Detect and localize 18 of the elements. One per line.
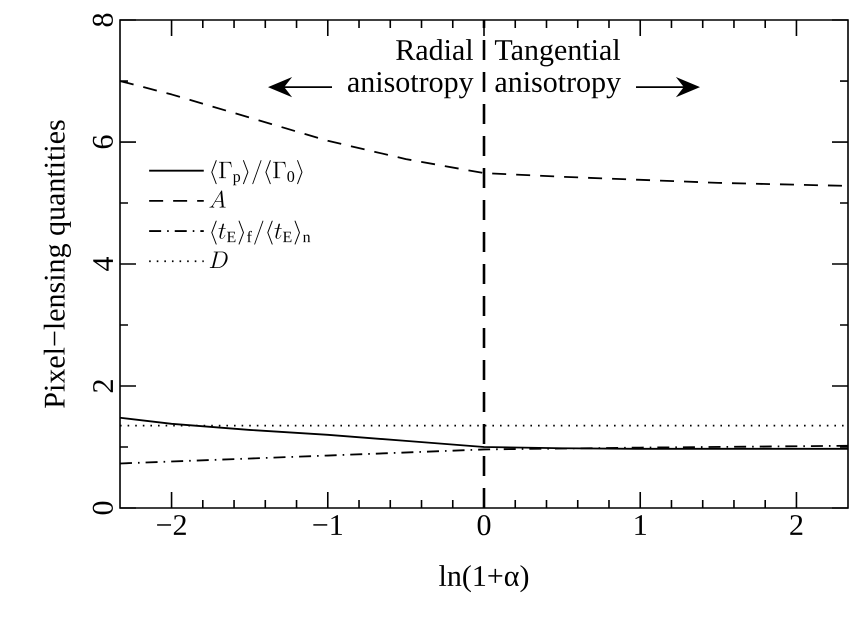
y-tick-label: 4	[93, 256, 113, 271]
annotation: Tangential anisotropy	[494, 39, 621, 98]
legend-label: $A$	[209, 190, 226, 208]
y-axis-title: Pixel−lensing quantities	[44, 120, 71, 408]
x-tick-label: −1	[313, 515, 342, 535]
y-tick-label: 6	[92, 135, 113, 148]
legend-label: $\langle\Gamma_{\mathrm{p}}\rangle/\langle\Gamma_{\mathrm{0}}\rangle$	[211, 160, 302, 186]
annotation: Radial anisotropy	[348, 39, 474, 98]
x-tick-label: 1	[635, 515, 646, 535]
x-tick-label: 2	[790, 515, 802, 535]
legend-label: $D$	[210, 252, 228, 268]
legend-label: $\langle t_{\mathrm{E}}\rangle_{\mathrm{f}}/\langle t_{\mathrm{E}}\rangle_{\mathrm{n}}$	[211, 220, 310, 245]
y-tick-label: 8	[92, 14, 113, 26]
x-tick-label: −2	[157, 515, 186, 535]
y-tick-label: 2	[93, 380, 113, 392]
y-tick-label: 0	[92, 502, 113, 514]
x-axis-title: ln(1+α)	[439, 565, 528, 592]
x-tick-label: 0	[478, 515, 490, 536]
